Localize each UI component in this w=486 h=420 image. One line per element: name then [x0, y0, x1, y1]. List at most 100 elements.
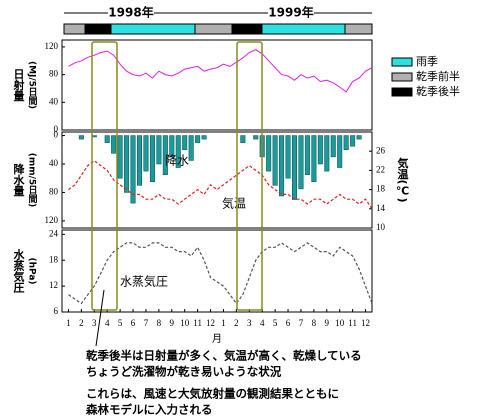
x-tick-label: 9 [170, 318, 175, 328]
bar [182, 135, 188, 151]
line [68, 242, 373, 305]
bar [311, 135, 317, 183]
y-tick-label: 40 [49, 158, 59, 168]
plot-frame [61, 229, 373, 313]
y-axis-label: (hPa) [27, 257, 37, 284]
line [68, 49, 373, 93]
y-tick-label: 0 [54, 130, 59, 140]
bar [298, 135, 304, 190]
y-tick-label: 80 [49, 187, 59, 197]
season-segment [63, 23, 86, 35]
bar [343, 135, 349, 151]
x-tick-label: 5 [118, 318, 123, 328]
x-tick-label: 2 [79, 318, 84, 328]
year-bg [108, 5, 154, 21]
bar [124, 135, 130, 193]
bar [162, 135, 168, 175]
legend-swatch [391, 87, 413, 97]
note: 乾季後半は日射量が多く、気温が高く、乾燥している [86, 349, 362, 363]
x-tick-label: 8 [157, 318, 162, 328]
bar [304, 135, 310, 175]
y-tick-label: 6 [54, 306, 59, 316]
x-tick-label: 12 [206, 318, 215, 328]
x-tick-label: 9 [325, 318, 330, 328]
bar [272, 135, 278, 186]
season-segment [110, 23, 196, 35]
pointer [95, 289, 105, 347]
bar [156, 135, 162, 165]
bar [337, 135, 343, 168]
x-tick-label: 4 [105, 318, 110, 328]
bar [291, 135, 298, 200]
highlight-box [91, 41, 118, 311]
x-tick-label: 12 [361, 318, 370, 328]
x-tick-label: 11 [348, 318, 357, 328]
bar [195, 135, 201, 143]
series-label: 気温 [222, 196, 246, 211]
bar [285, 135, 291, 179]
y-axis-label: (MJ/5日間) [27, 61, 38, 109]
note: ちょうど洗濯物が乾き易いような状況 [86, 365, 282, 379]
bar [143, 135, 149, 172]
bar [201, 135, 207, 140]
bar [253, 135, 259, 140]
bar [317, 135, 323, 165]
y-axis-label: 日射量 [12, 68, 26, 101]
year-label: 1998年 [108, 5, 153, 20]
bar [111, 135, 117, 154]
x-tick-label: 2 [234, 318, 239, 328]
year-bg [268, 5, 314, 21]
y-axis-label: 水蒸気圧 [12, 248, 25, 294]
bar [136, 135, 143, 186]
y-tick-label: 12 [49, 280, 58, 290]
highlight-box [236, 41, 263, 311]
x-tick-label: 10 [335, 318, 345, 328]
bar [117, 135, 123, 179]
season-segment [231, 23, 263, 35]
series-label: 水蒸気圧 [120, 274, 168, 289]
legend-swatch [391, 72, 413, 82]
season-segment [261, 23, 346, 35]
x-tick-label: 1 [66, 318, 71, 328]
x-tick-label: 7 [144, 318, 149, 328]
x-tick-label: 1 [221, 318, 226, 328]
legend-label: 乾季後半 [416, 84, 460, 98]
legend-label: 雨季 [416, 55, 438, 68]
y2-tick-label: 14 [376, 203, 386, 213]
plot-frame [61, 39, 373, 131]
bar [240, 135, 246, 143]
y-tick-label: 24 [49, 228, 59, 238]
plot-frame [61, 131, 373, 229]
year-label: 1999年 [268, 5, 313, 20]
x-tick-label: 7 [299, 318, 304, 328]
y2-tick-label: 18 [376, 184, 386, 194]
y2-axis-label: 気温(℃) [396, 156, 409, 202]
bar [324, 135, 330, 172]
bar [104, 135, 110, 143]
bar [175, 135, 181, 168]
bar [350, 135, 356, 147]
season-segment [194, 23, 233, 35]
x-tick-label: 11 [193, 318, 202, 328]
bar [169, 135, 175, 158]
y-tick-label: 80 [49, 69, 59, 79]
legend-swatch [391, 57, 413, 67]
bar [130, 135, 136, 204]
season-bar: 1998年 1999年 [63, 5, 373, 35]
y-tick-label: 40 [49, 96, 59, 106]
season-segment [84, 23, 112, 35]
bar [279, 135, 285, 197]
y-tick-label: 120 [45, 41, 59, 51]
series-label: 降水 [165, 154, 189, 168]
x-tick-label: 6 [131, 318, 136, 328]
bar [266, 135, 272, 172]
y-axis-label: (mm/5日間) [27, 153, 38, 208]
x-tick-label: 3 [92, 318, 97, 328]
note: これらは、風速と大気放射量の観測結果とともに [86, 387, 339, 401]
x-tick-label: 8 [312, 318, 317, 328]
y-tick-label: 18 [49, 254, 59, 264]
y2-tick-label: 26 [376, 145, 386, 155]
y-tick-label: 120 [45, 215, 59, 225]
x-tick-label: 6 [286, 318, 291, 328]
